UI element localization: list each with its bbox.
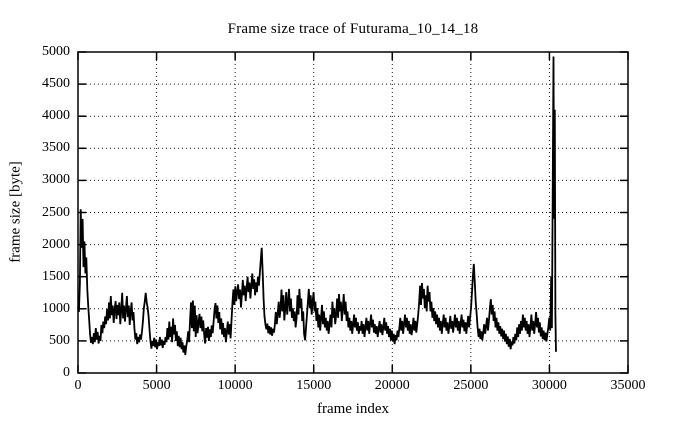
- x-tick-label: 30000: [531, 378, 567, 393]
- x-tick-label: 35000: [610, 378, 646, 393]
- x-tick-label: 20000: [374, 378, 410, 393]
- x-tick-label: 10000: [217, 378, 253, 393]
- y-tick-label: 2500: [42, 204, 70, 220]
- y-tick-label: 1000: [42, 300, 70, 316]
- y-tick-label: 1500: [42, 268, 70, 284]
- y-tick-label: 0: [63, 365, 70, 380]
- y-tick-label: 500: [49, 332, 70, 348]
- y-tick-label: 5000: [42, 44, 70, 59]
- trace-line: [77, 56, 557, 356]
- x-axis-label: frame index: [316, 401, 390, 417]
- x-tick-label: 5000: [142, 378, 171, 393]
- y-tick-label: 2000: [42, 236, 70, 252]
- x-tick-label: 0: [74, 378, 82, 393]
- y-tick-label: 3500: [42, 140, 70, 156]
- chart-title: Frame size trace of Futurama_10_14_18: [227, 21, 479, 37]
- y-tick-label: 4500: [42, 76, 70, 92]
- x-tick-label: 25000: [453, 378, 489, 393]
- x-tick-label: 15000: [296, 378, 332, 393]
- y-tick-label: 4000: [42, 108, 70, 124]
- y-tick-label: 3000: [42, 172, 70, 188]
